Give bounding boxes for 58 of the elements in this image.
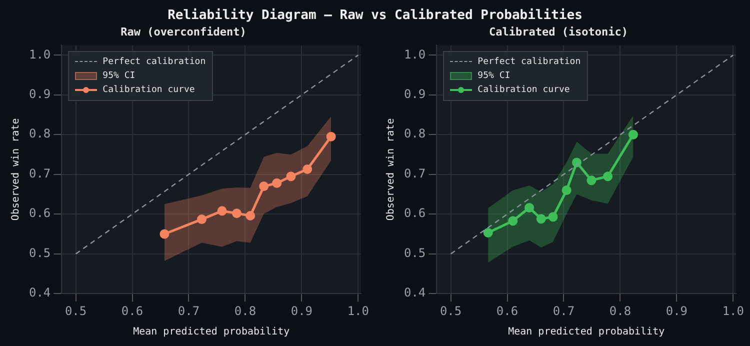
point: [536, 214, 546, 224]
legend-label: Perfect calibration: [102, 56, 206, 70]
point: [562, 186, 572, 196]
x-tick-label: 0.8: [234, 304, 256, 318]
y-tick-label: 0.6: [404, 206, 426, 220]
chart-title: Calibrated (isotonic): [488, 25, 628, 38]
y-tick-label: 0.6: [28, 206, 51, 220]
x-tick-label: 0.9: [290, 304, 313, 318]
x-tick-label: 0.7: [178, 304, 200, 318]
y-tick-label: 0.7: [28, 166, 51, 180]
y-tick-label: 0.9: [28, 87, 51, 102]
y-tick-label: 0.5: [28, 246, 51, 260]
point: [524, 203, 534, 213]
x-tick-label: 0.7: [552, 304, 575, 318]
y-tick-label: 0.8: [404, 126, 426, 141]
point: [246, 210, 256, 220]
x-tick-label: 0.6: [121, 304, 144, 318]
point: [272, 178, 282, 188]
point: [217, 206, 227, 216]
y-tick-label: 0.9: [404, 87, 426, 102]
x-tick-label: 0.8: [609, 304, 632, 318]
point: [196, 214, 206, 224]
x-tick-label: 1.0: [722, 304, 744, 318]
point: [603, 172, 613, 182]
annotation: 95% CI: [102, 70, 136, 84]
y-tick-label: 0.8: [28, 126, 51, 141]
point: [326, 132, 336, 142]
point: [160, 229, 170, 239]
text: Reliability Diagram — Raw vs Calibrated Probabilities: [166, 7, 584, 24]
point: [548, 212, 558, 222]
x-tick-label: 0.6: [496, 304, 518, 318]
chart-title: Raw (overconfident): [120, 25, 246, 38]
y-tick-label: 0.4: [28, 286, 51, 300]
point: [302, 164, 312, 174]
x-tick-label: 1.0: [347, 304, 370, 318]
x-axis-title: Mean predicted probability: [133, 326, 290, 338]
legend-label: Calibration curve: [478, 84, 570, 98]
y-axis-title: Observed win rate: [386, 118, 397, 221]
x-axis-title: Mean predicted probability: [508, 326, 665, 338]
legend-label: Calibration curve: [102, 84, 195, 98]
point: [286, 172, 296, 182]
point: [628, 130, 638, 140]
point: [508, 216, 518, 226]
point: [483, 228, 493, 238]
x-tick-label: 0.5: [440, 304, 462, 318]
legend-label: Perfect calibration: [478, 56, 581, 70]
x-tick-label: 0.5: [64, 304, 87, 318]
annotation: 95% CI: [478, 70, 510, 84]
y-axis-title: Observed win rate: [10, 118, 22, 221]
y-tick-label: 0.5: [404, 246, 426, 260]
point: [232, 208, 242, 218]
point: [586, 176, 596, 186]
y-tick-label: 1.0: [28, 47, 51, 62]
y-tick-label: 1.0: [404, 47, 426, 62]
y-tick-label: 0.4: [404, 286, 426, 300]
x-tick-label: 0.9: [666, 304, 688, 318]
point: [259, 182, 269, 192]
y-tick-label: 0.7: [404, 166, 426, 180]
